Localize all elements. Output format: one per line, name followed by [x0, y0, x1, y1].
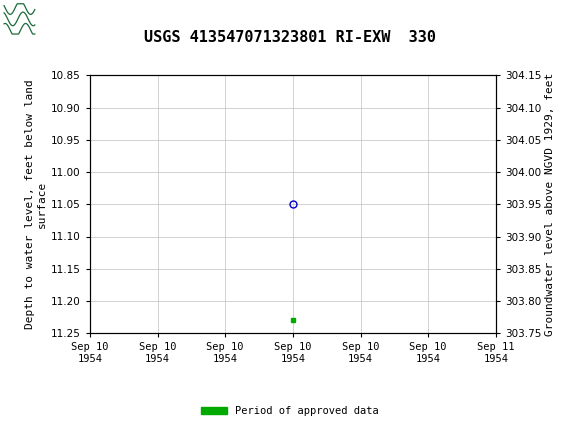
Y-axis label: Groundwater level above NGVD 1929, feet: Groundwater level above NGVD 1929, feet: [545, 73, 556, 336]
FancyBboxPatch shape: [3, 3, 55, 35]
Y-axis label: Depth to water level, feet below land
surface: Depth to water level, feet below land su…: [26, 80, 47, 329]
Legend: Period of approved data: Period of approved data: [197, 402, 383, 421]
Text: USGS 413547071323801 RI-EXW  330: USGS 413547071323801 RI-EXW 330: [144, 30, 436, 45]
Text: USGS: USGS: [61, 10, 101, 28]
